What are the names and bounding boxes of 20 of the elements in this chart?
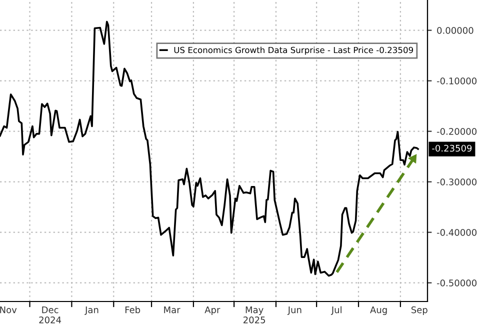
x-tick-label: Apr	[204, 306, 220, 315]
x-tick-label: Aug	[370, 306, 387, 315]
x-tick-label: Dec 2024	[39, 306, 62, 324]
x-tick-label: Nov	[0, 306, 17, 314]
x-tick-label: Mar	[164, 306, 180, 314]
annotation: -0.23509	[432, 144, 472, 152]
y-tick-label: -0.30000	[436, 178, 477, 186]
y-tick-label: -0.20000	[436, 128, 477, 135]
x-tick-label: Jul	[330, 306, 342, 315]
y-tick-label: -0.40000	[436, 229, 477, 236]
y-tick-label: -0.50000	[436, 280, 477, 286]
legend-label: US Economics Growth Data Surprise - Last Price -0.23509	[174, 46, 414, 55]
x-tick-label: Jun	[287, 306, 302, 315]
x-tick-label: Feb	[125, 306, 140, 314]
x-tick-label: Sep	[411, 306, 428, 315]
y-tick-label: 0.00000	[437, 27, 474, 34]
x-tick-label: Jan	[84, 306, 98, 315]
y-tick-label: -0.10000	[436, 78, 477, 84]
x-tick-label: May 2025	[244, 306, 266, 324]
line-series	[0, 20, 419, 277]
